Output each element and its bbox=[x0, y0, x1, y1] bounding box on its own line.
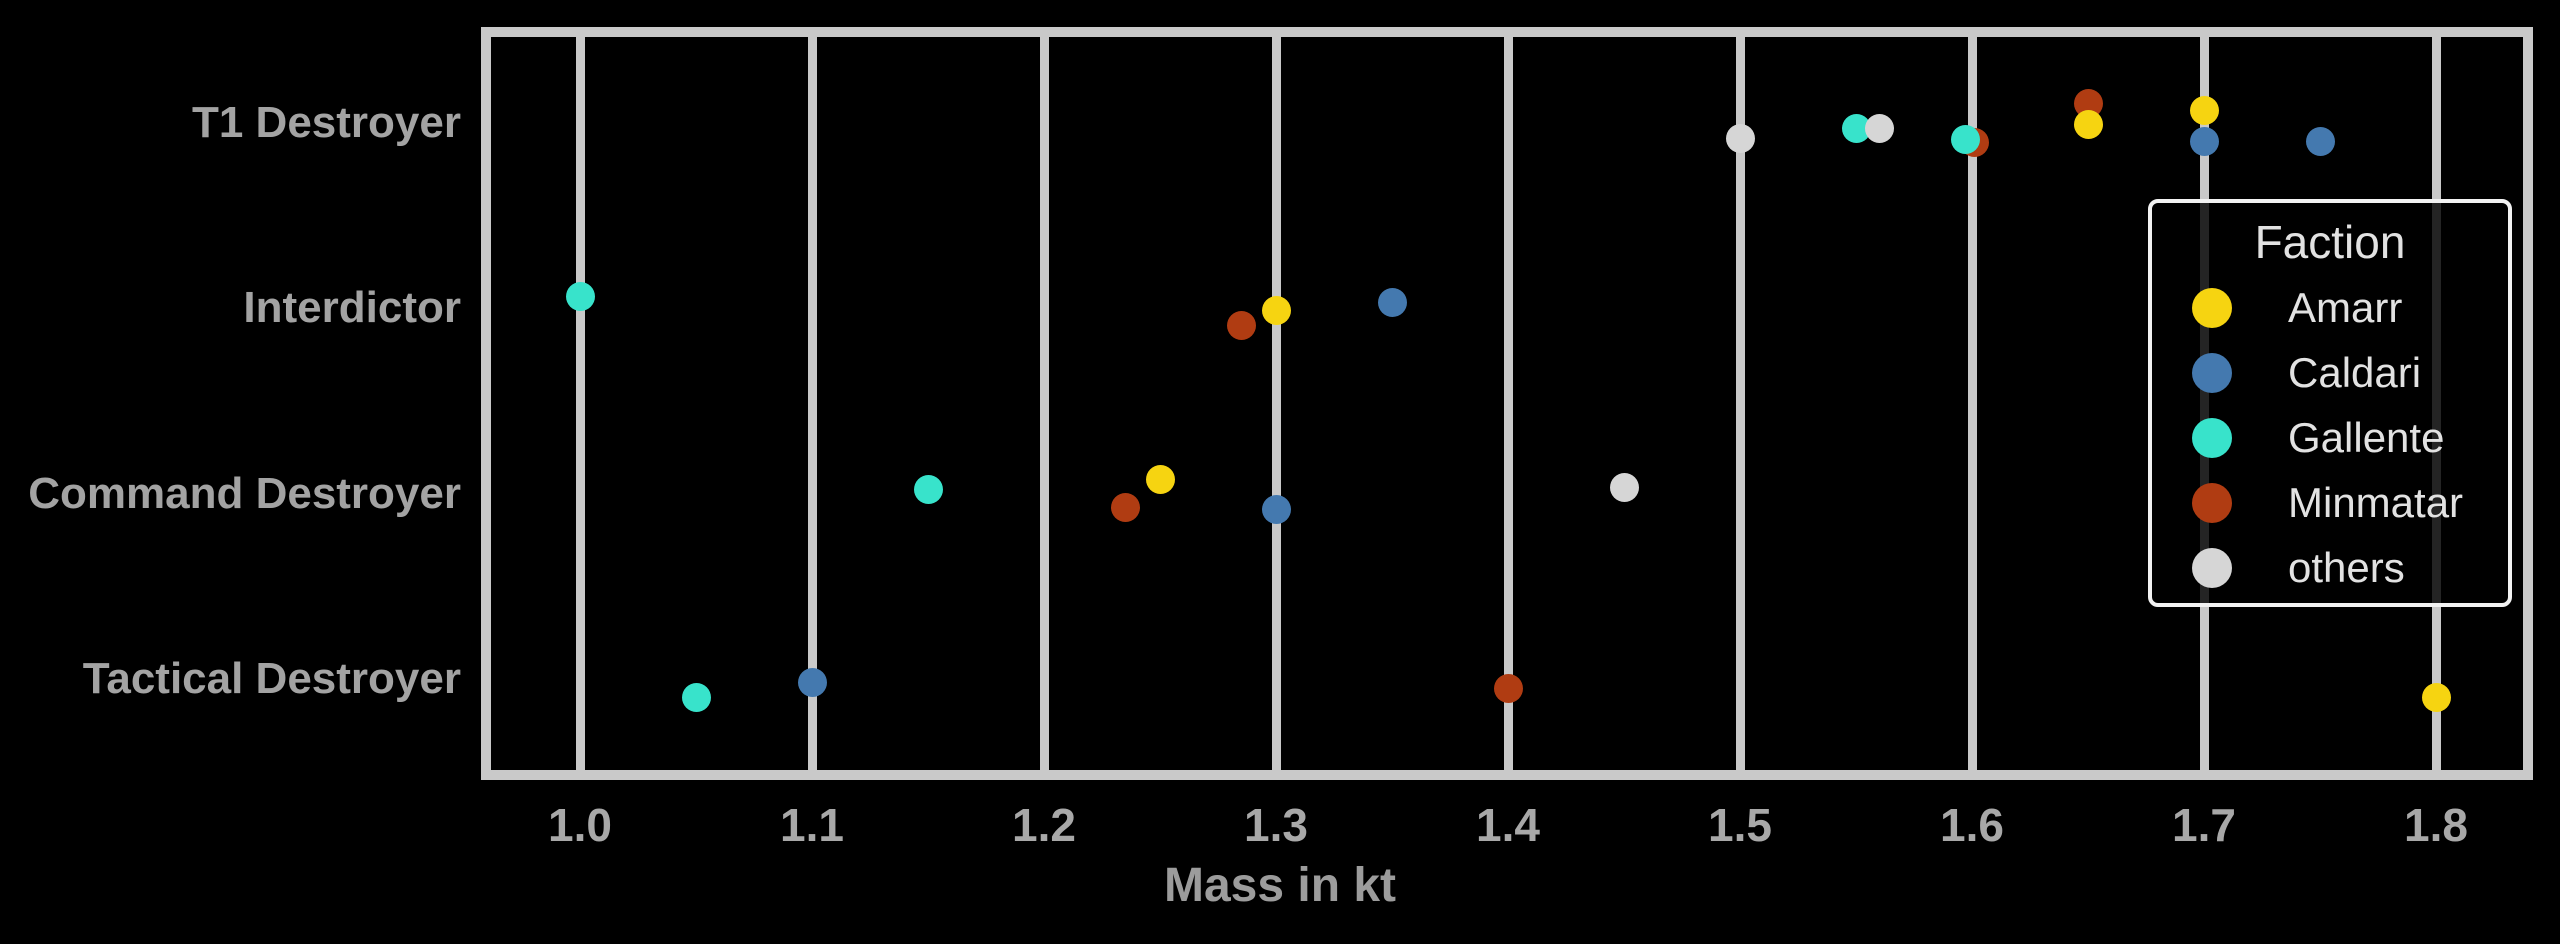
x-tick-1.0: 1.0 bbox=[548, 799, 612, 851]
x-tick-1.3: 1.3 bbox=[1244, 799, 1308, 851]
legend-swatch-gallente-icon bbox=[2192, 417, 2232, 458]
point-gallente-tactical-destroyer bbox=[681, 682, 711, 712]
gridline-1.0 bbox=[575, 37, 585, 770]
legend-title: Faction bbox=[2254, 216, 2406, 268]
y-label-tactical-destroyer: Tactical Destroyer bbox=[82, 654, 461, 703]
point-others-t1-destroyer bbox=[1864, 113, 1894, 143]
legend-label-gallente: Gallente bbox=[2288, 413, 2445, 461]
legend-entry-gallente: Gallente bbox=[2152, 405, 2508, 470]
point-amarr-command-destroyer bbox=[1145, 464, 1175, 494]
legend-entry-others: others bbox=[2152, 535, 2508, 600]
point-caldari-t1-destroyer bbox=[2305, 126, 2335, 156]
legend-entries: Amarr Caldari Gallente Minmatar others bbox=[2152, 275, 2508, 600]
point-caldari-command-destroyer bbox=[1261, 494, 1291, 524]
x-tick-1.7: 1.7 bbox=[2172, 799, 2236, 851]
legend-swatch-amarr-icon bbox=[2192, 287, 2232, 328]
legend-label-others: others bbox=[2288, 543, 2405, 591]
x-tick-1.4: 1.4 bbox=[1476, 799, 1540, 851]
point-minmatar-command-destroyer bbox=[1110, 492, 1140, 522]
x-tick-1.2: 1.2 bbox=[1012, 799, 1076, 851]
y-label-t1-destroyer: T1 Destroyer bbox=[191, 98, 461, 147]
point-minmatar-tactical-destroyer bbox=[1493, 673, 1523, 703]
point-amarr-tactical-destroyer bbox=[2421, 682, 2451, 712]
gridline-1.3 bbox=[1271, 37, 1281, 770]
legend-swatch-minmatar-icon bbox=[2192, 482, 2232, 523]
y-label-command-destroyer: Command Destroyer bbox=[28, 469, 461, 518]
x-tick-1.5: 1.5 bbox=[1708, 799, 1772, 851]
legend-label-caldari: Caldari bbox=[2288, 348, 2422, 396]
legend-entry-minmatar: Minmatar bbox=[2152, 470, 2508, 535]
gridline-1.6 bbox=[1967, 37, 1977, 770]
legend: Faction Amarr Caldari Gallente Minmatar othe… bbox=[2148, 199, 2512, 607]
x-tick-1.1: 1.1 bbox=[780, 799, 844, 851]
point-gallente-command-destroyer bbox=[913, 474, 943, 504]
y-label-interdictor: Interdictor bbox=[243, 283, 461, 332]
point-caldari-t1-destroyer bbox=[2189, 126, 2219, 156]
x-tick-1.8: 1.8 bbox=[2404, 799, 2468, 851]
legend-label-minmatar: Minmatar bbox=[2288, 478, 2464, 526]
legend-label-amarr: Amarr bbox=[2288, 283, 2403, 331]
legend-entry-amarr: Amarr bbox=[2152, 275, 2508, 340]
point-caldari-interdictor bbox=[1377, 287, 1407, 317]
point-others-command-destroyer bbox=[1609, 472, 1639, 502]
gridline-1.4 bbox=[1503, 37, 1513, 770]
point-amarr-interdictor bbox=[1261, 295, 1291, 325]
point-amarr-t1-destroyer bbox=[2189, 95, 2219, 125]
point-gallente-t1-destroyer bbox=[1950, 124, 1980, 154]
gridline-1.1 bbox=[807, 37, 817, 770]
point-others-t1-destroyer bbox=[1725, 123, 1755, 153]
gridline-1.2 bbox=[1039, 37, 1049, 770]
point-caldari-tactical-destroyer bbox=[797, 667, 827, 697]
point-gallente-interdictor bbox=[565, 281, 595, 311]
x-axis-title: Mass in kt bbox=[1163, 859, 1397, 912]
legend-swatch-others-icon bbox=[2192, 547, 2232, 588]
point-minmatar-interdictor bbox=[1226, 310, 1256, 340]
legend-swatch-caldari-icon bbox=[2192, 352, 2232, 393]
legend-entry-caldari: Caldari bbox=[2152, 340, 2508, 405]
gridline-1.5 bbox=[1735, 37, 1745, 770]
point-amarr-t1-destroyer bbox=[2073, 109, 2103, 139]
x-tick-1.6: 1.6 bbox=[1940, 799, 2004, 851]
